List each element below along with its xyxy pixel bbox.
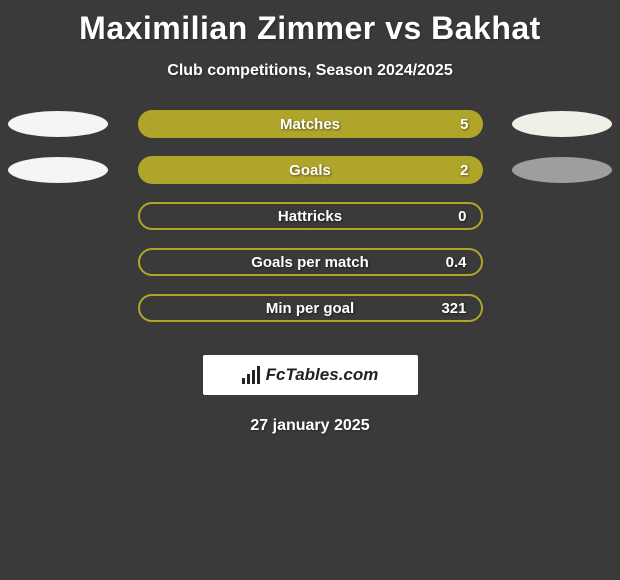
stat-row: Hattricks 0 [0, 202, 620, 230]
date-label: 27 january 2025 [250, 417, 369, 435]
left-ellipse-icon [8, 157, 108, 183]
stat-value: 5 [460, 116, 468, 133]
stat-value: 0 [458, 208, 466, 225]
stat-label: Goals per match [251, 254, 369, 271]
subtitle: Club competitions, Season 2024/2025 [167, 62, 452, 80]
stat-bar: Goals per match 0.4 [138, 248, 483, 276]
stats-area: Matches 5 Goals 2 Hattricks 0 Goals per match 0… [0, 110, 620, 340]
bar-chart-icon [242, 366, 260, 384]
watermark-text: FcTables.com [266, 365, 379, 385]
right-ellipse-icon [512, 111, 612, 137]
left-ellipse-icon [8, 111, 108, 137]
stat-row: Matches 5 [0, 110, 620, 138]
stat-label: Goals [289, 162, 331, 179]
stat-label: Min per goal [266, 300, 354, 317]
stat-bar: Min per goal 321 [138, 294, 483, 322]
stat-bar: Matches 5 [138, 110, 483, 138]
right-ellipse-icon [512, 157, 612, 183]
stat-value: 321 [441, 300, 466, 317]
stat-row: Goals 2 [0, 156, 620, 184]
stat-value: 2 [460, 162, 468, 179]
page-title: Maximilian Zimmer vs Bakhat [79, 10, 541, 47]
stat-row: Min per goal 321 [0, 294, 620, 322]
stat-value: 0.4 [446, 254, 467, 271]
stat-bar: Goals 2 [138, 156, 483, 184]
stat-bar: Hattricks 0 [138, 202, 483, 230]
comparison-card: Maximilian Zimmer vs Bakhat Club competi… [0, 0, 620, 440]
stat-label: Hattricks [278, 208, 342, 225]
stat-row: Goals per match 0.4 [0, 248, 620, 276]
stat-label: Matches [280, 116, 340, 133]
watermark-badge[interactable]: FcTables.com [203, 355, 418, 395]
